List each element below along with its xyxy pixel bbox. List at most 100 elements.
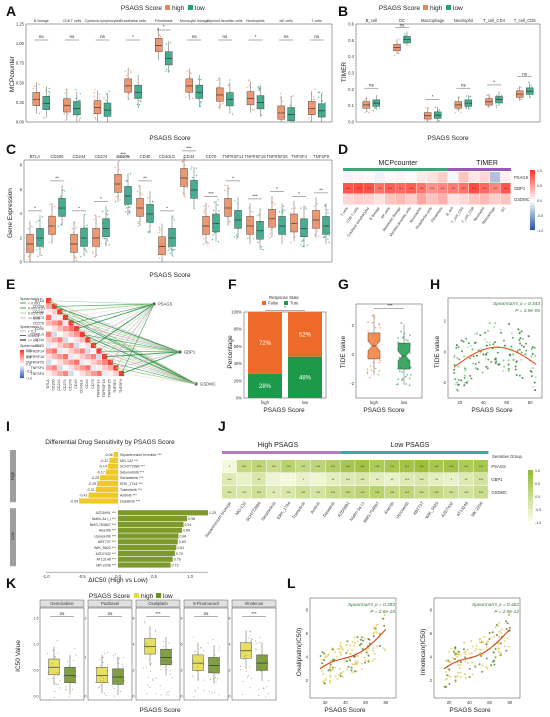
panel-c-jitter-high-point (203, 212, 206, 215)
panel-f-ytick: 100% (231, 310, 242, 315)
panel-k-jitter-high-point (106, 669, 108, 671)
panel-f-ytick: 60% (234, 344, 243, 349)
panel-a-jitter-high-point (93, 95, 95, 97)
panel-c-jitter-high-point (114, 166, 116, 168)
panel-e-row-label: TNFRSF18 (26, 355, 44, 359)
panel-e-edge (59, 303, 155, 313)
panel-j-cell-stars: *** (375, 465, 380, 469)
panel-e-edge (121, 373, 197, 385)
panel-k-ytick: 2 (229, 669, 231, 673)
panel-j-cell-stars: ** (435, 478, 438, 482)
panel-f-legend-swatch-true (284, 301, 288, 305)
panel-c-jitter-low-point (147, 219, 149, 222)
panel-c-jitter-high-point (29, 256, 31, 258)
panel-l-point (333, 651, 336, 654)
panel-b-jitter-low-point (372, 109, 375, 112)
panel-k-jitter-high-point (102, 656, 104, 658)
panel-c-jitter-high-point (268, 236, 271, 239)
panel-k-jitter-high-point (143, 620, 145, 622)
panel-b-ytick: 0.0 (348, 120, 354, 125)
panel-l-point (334, 666, 337, 669)
panel-b-jitter-high-point (520, 86, 522, 88)
panel-c-jitter-high-point (247, 230, 249, 233)
panel-a-jitter-high-point (37, 92, 39, 94)
panel-h-point (453, 372, 456, 375)
panel-a-jitter-high-point (38, 83, 40, 86)
panel-k-jitter-high-point (146, 647, 148, 649)
panel-c-jitter-high-point (98, 246, 100, 248)
panel-d-cell (395, 183, 406, 194)
panel-l-point (503, 645, 506, 648)
panel-c-jitter-low-point (105, 243, 107, 245)
panel-h-point (474, 332, 477, 335)
panel-l-point (483, 635, 486, 638)
panel-l-point (493, 663, 496, 666)
panel-l-trend-line (319, 629, 387, 670)
panel-c-significance: *** (120, 151, 126, 156)
panel-a-jitter-high-point (252, 91, 255, 94)
panel-e-matrix-cell (74, 342, 80, 349)
panel-d-colorscale-step (530, 203, 535, 205)
panel-k-jitter-high-point (200, 662, 202, 664)
panel-c-jitter-low-point (86, 226, 88, 229)
panel-b-jitter-high-point (518, 94, 520, 96)
panel-l-point (468, 667, 471, 670)
panel-h-point (488, 322, 491, 325)
panel-b-jitter-high-point (427, 111, 429, 114)
panel-j-cell (222, 486, 237, 499)
panel-a-jitter-low-point (226, 99, 228, 101)
panel-k-jitter-high-point (203, 650, 205, 652)
panel-a-jitter-high-point (127, 90, 129, 93)
panel-e-edge (99, 350, 197, 385)
panel-c-jitter-high-point (229, 205, 231, 207)
panel-b-xlabel: PSAGS Score (427, 135, 469, 142)
panel-l-xtick: 60 (363, 700, 368, 705)
panel-j-cell (310, 460, 326, 473)
panel-c-box-high-box (26, 234, 34, 253)
panel-a-jitter-high-point (251, 104, 253, 106)
panel-a-jitter-high-point (187, 87, 189, 89)
panel-e-matrix-cell (51, 348, 57, 354)
panel-a-jitter-high-point (159, 36, 162, 38)
panel-d-colorscale-step (530, 225, 535, 228)
panel-j-colorscale-step (528, 492, 533, 494)
panel-b-jitter-high-point (362, 108, 365, 110)
panel-a-jitter-high-point (157, 48, 159, 50)
panel-b-jitter-high-point (427, 107, 429, 109)
panel-l-point (323, 682, 326, 685)
panel-k-ytick: 6 (133, 617, 135, 621)
panel-g-jitter-high-point (374, 353, 376, 356)
panel-k-jitter-low-point (166, 660, 168, 662)
panel-e-legend-r-label: < 0.3 (28, 330, 36, 334)
panel-c-jitter-high-point (136, 211, 138, 213)
panel-b-jitter-high-point (460, 112, 462, 114)
panel-l-point (448, 668, 451, 671)
panel-a-jitter-high-point (191, 97, 194, 100)
panel-g-jitter-low-point (408, 384, 411, 386)
panel-e-matrix-cell (51, 342, 57, 349)
panel-j-colorscale-step (528, 520, 533, 523)
panel-f-bar-true (288, 356, 322, 398)
panel-k-jitter-high-point (249, 630, 251, 632)
panel-g-jitter-high-point (378, 361, 381, 364)
panel-l-point (506, 622, 509, 625)
panel-h-point (510, 332, 513, 335)
panel-l-point (444, 659, 447, 662)
panel-e-colorscale-step (20, 352, 24, 355)
panel-b-ytick: 0.5 (348, 38, 354, 43)
panel-h-point (455, 344, 458, 347)
panel-l-point (329, 674, 332, 677)
panel-c-jitter-high-point (92, 251, 94, 253)
panel-c-jitter-high-point (316, 230, 319, 232)
panel-c-category-label: CD40 (140, 154, 151, 159)
panel-a-jitter-high-point (314, 88, 316, 90)
panel-h-point (463, 369, 466, 372)
panel-d-colorscale-step (530, 194, 535, 196)
panel-g-jitter-low-point (407, 339, 409, 342)
panel-k-jitter-low-point (122, 667, 124, 669)
panel-l-point (351, 671, 354, 674)
panel-c-jitter-low-point (234, 200, 236, 202)
panel-a-jitter-low-point (320, 100, 323, 103)
panel-f-bar-true (248, 373, 282, 398)
panel-e-row-label: CD70 (35, 344, 44, 348)
